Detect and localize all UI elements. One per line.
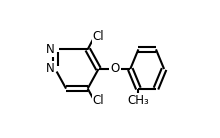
Text: Cl: Cl — [93, 94, 104, 107]
Text: N: N — [45, 63, 54, 75]
Text: N: N — [45, 43, 54, 56]
Text: Cl: Cl — [93, 30, 104, 43]
Text: O: O — [110, 63, 119, 75]
Text: CH₃: CH₃ — [128, 94, 149, 107]
